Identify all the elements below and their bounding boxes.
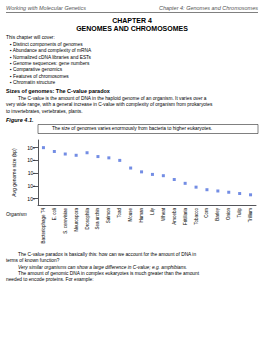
svg-text:The size of genomes varies eno: The size of genomes varies enormously fr… bbox=[52, 126, 212, 131]
svg-text:Drosophila: Drosophila bbox=[85, 208, 90, 230]
svg-text:Mouse: Mouse bbox=[128, 208, 133, 222]
svg-text:needed to encode proteins. For: needed to encode proteins. For example: bbox=[6, 277, 93, 282]
svg-text:Tulip: Tulip bbox=[237, 208, 242, 218]
svg-text:to invertebrates, vertebrates,: to invertebrates, vertebrates, plants. bbox=[6, 109, 83, 114]
svg-text:Corn: Corn bbox=[204, 208, 209, 218]
svg-text:▪ Abundance and complexity of: ▪ Abundance and complexity of mRNA bbox=[10, 48, 92, 53]
svg-text:Salmon: Salmon bbox=[106, 208, 111, 224]
svg-text:Onion: Onion bbox=[226, 208, 231, 221]
svg-text:The amount of genomic DNA in c: The amount of genomic DNA in complex euk… bbox=[18, 271, 200, 276]
svg-text:Tobacco: Tobacco bbox=[194, 208, 199, 225]
svg-text:Bacteriophage T4: Bacteriophage T4 bbox=[41, 208, 46, 244]
svg-text:Sea urchin: Sea urchin bbox=[95, 208, 100, 230]
svg-text:The C-value paradox is basical: The C-value paradox is basically this: h… bbox=[18, 252, 196, 257]
svg-text:▪ Comparative genomics: ▪ Comparative genomics bbox=[10, 67, 63, 72]
svg-text:E. coli: E. coli bbox=[52, 208, 57, 220]
svg-text:Organism: Organism bbox=[6, 212, 27, 217]
svg-text:Avg genome size (bp): Avg genome size (bp) bbox=[11, 148, 17, 197]
svg-text:Working with Molecular Genetic: Working with Molecular Genetics bbox=[6, 5, 86, 11]
svg-text:10⁶: 10⁶ bbox=[27, 183, 35, 189]
svg-text:The C-value is the amount of D: The C-value is the amount of DNA in the … bbox=[18, 96, 207, 101]
svg-text:This chapter will cover:: This chapter will cover: bbox=[6, 35, 55, 40]
svg-text:Sizes of genomes: The C-value: Sizes of genomes: The C-value paradox bbox=[6, 88, 111, 94]
svg-text:CHAPTER 4: CHAPTER 4 bbox=[112, 17, 152, 24]
svg-text:▪ Features of chromosomes: ▪ Features of chromosomes bbox=[10, 74, 69, 79]
svg-text:Barley: Barley bbox=[215, 207, 220, 221]
svg-text:Amoeba: Amoeba bbox=[172, 208, 177, 225]
svg-text:10⁵: 10⁵ bbox=[27, 196, 35, 202]
svg-text:Very similar organisms can sho: Very similar organisms can show a large … bbox=[18, 265, 187, 270]
svg-text:GENOMES AND CHROMOSOMES: GENOMES AND CHROMOSOMES bbox=[76, 25, 188, 32]
svg-text:Human: Human bbox=[139, 208, 144, 223]
svg-text:Wheat: Wheat bbox=[161, 207, 166, 221]
svg-text:10⁷: 10⁷ bbox=[28, 170, 36, 176]
svg-text:10⁹: 10⁹ bbox=[27, 145, 35, 151]
svg-text:terms of known function?: terms of known function? bbox=[6, 258, 60, 263]
svg-text:▪ Genome sequences: gene numbe: ▪ Genome sequences: gene numbers bbox=[10, 61, 90, 66]
svg-text:very wide range, with a genera: very wide range, with a general increase… bbox=[6, 102, 213, 107]
svg-text:▪ Chromatin structure: ▪ Chromatin structure bbox=[10, 80, 55, 85]
svg-text:S. cerevisiae: S. cerevisiae bbox=[63, 208, 68, 234]
svg-text:Neurospora: Neurospora bbox=[74, 208, 79, 232]
svg-text:Figure 4.1.: Figure 4.1. bbox=[6, 117, 34, 123]
svg-text:Toad: Toad bbox=[117, 208, 122, 218]
svg-text:▪ Distinct components of genom: ▪ Distinct components of genomes bbox=[10, 42, 83, 47]
svg-text:Lily: Lily bbox=[150, 207, 155, 215]
svg-text:Trillium: Trillium bbox=[248, 208, 253, 223]
svg-text:10⁸: 10⁸ bbox=[27, 157, 35, 163]
svg-text:Chapter 4: Genomes and Chromos: Chapter 4: Genomes and Chromosomes bbox=[159, 5, 258, 11]
svg-text:▪ Normalized cDNA libraries an: ▪ Normalized cDNA libraries and ESTs bbox=[10, 55, 91, 60]
svg-text:Fritillaria: Fritillaria bbox=[183, 208, 188, 225]
